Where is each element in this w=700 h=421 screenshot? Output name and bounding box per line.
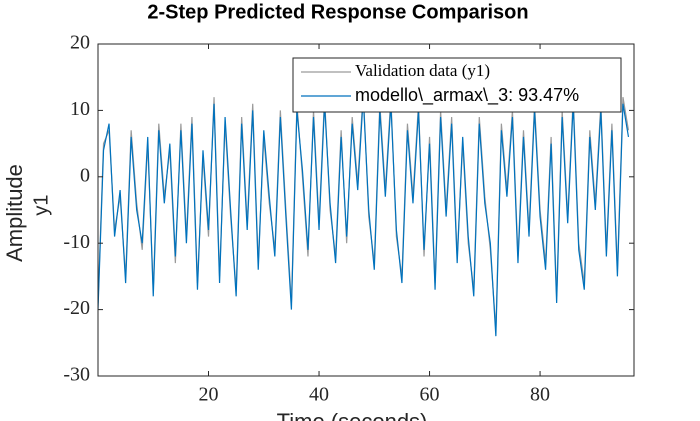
y-tick-label: -10 <box>63 231 90 253</box>
x-tick-label: 80 <box>530 384 550 406</box>
legend-label: modello\_armax\_3: 93.47% <box>355 85 579 106</box>
y-tick-label: 20 <box>70 32 90 54</box>
x-tick-label: 20 <box>199 384 219 406</box>
legend-label: Validation data (y1) <box>355 61 490 80</box>
x-axis-label: Time (seconds) <box>277 409 428 421</box>
plot-area: -30 -20 -10 0 10 20 20 40 60 80 Validation data (y… <box>63 32 635 406</box>
x-tick-label: 60 <box>420 384 440 406</box>
y-axis-outer-label: Amplitude <box>2 164 27 262</box>
y-tick-label: -30 <box>63 364 90 386</box>
chart-title: 2-Step Predicted Response Comparison <box>147 1 528 23</box>
x-tick-label: 40 <box>309 384 329 406</box>
axes-box <box>97 43 635 377</box>
y-tick-label: -20 <box>63 297 90 319</box>
y-tick-label: 10 <box>70 98 90 120</box>
y-axis-label: y1 <box>30 194 52 215</box>
y-tick-label: 0 <box>80 164 90 186</box>
legend-box <box>292 57 622 113</box>
